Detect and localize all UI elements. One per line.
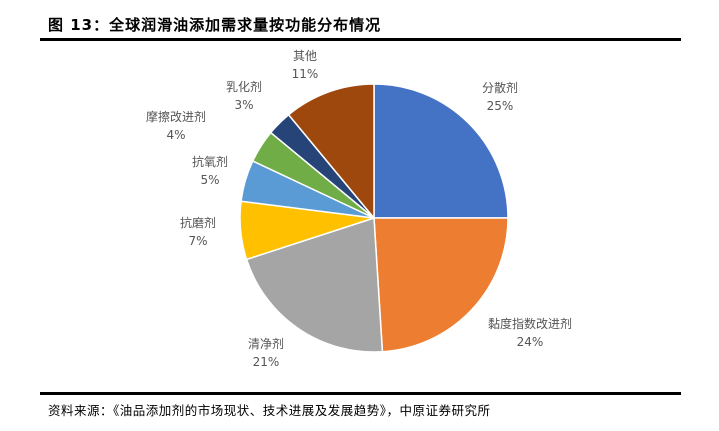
slice-label: 黏度指数改进剂 [488, 316, 572, 331]
slice-value-label: 11% [292, 67, 319, 81]
pie-slice [373, 217, 509, 353]
slice-value-label: 3% [234, 98, 253, 112]
pie-slice [287, 83, 375, 221]
slice-value-label: 7% [188, 234, 207, 248]
pie-slice [373, 83, 509, 219]
slice-value-label: 24% [517, 335, 544, 349]
slice-value-label: 4% [166, 128, 185, 142]
slice-label: 抗氧剂 [192, 154, 228, 169]
slice-label: 摩擦改进剂 [146, 109, 206, 124]
source-rule [40, 392, 681, 395]
chart-title: 图 13：全球润滑油添加需求量按功能分布情况 [48, 16, 382, 34]
slice-value-label: 21% [253, 355, 280, 369]
slice-label: 乳化剂 [226, 79, 262, 94]
slice-value-label: 5% [200, 173, 219, 187]
source-note: 资料来源：《油品添加剂的市场现状、技术进展及发展趋势》，中原证券研究所 [48, 403, 491, 418]
pie-slice [245, 216, 384, 353]
slice-label: 清净剂 [248, 336, 284, 351]
slice-label: 其他 [293, 49, 317, 63]
slice-label: 抗磨剂 [180, 215, 216, 230]
title-rule [40, 38, 681, 41]
slice-value-label: 25% [487, 99, 514, 113]
slice-label: 分散剂 [482, 80, 518, 95]
